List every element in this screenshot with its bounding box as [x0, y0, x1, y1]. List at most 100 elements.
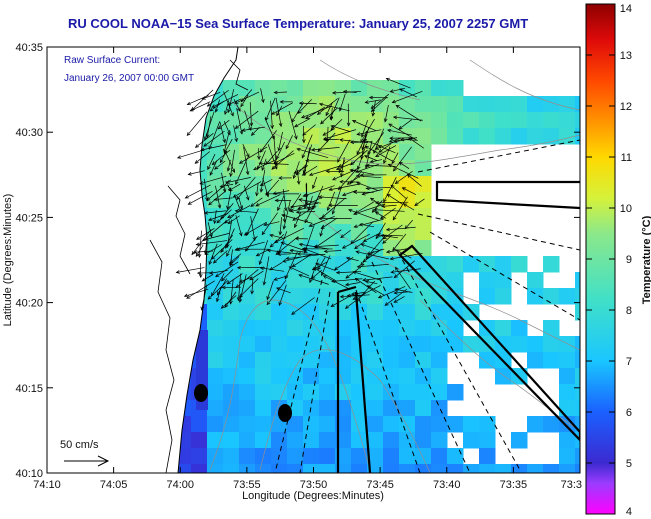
sst-cell: [495, 336, 512, 353]
sst-cell: [335, 352, 352, 369]
current-vector-head: [201, 96, 206, 100]
y-tick-label: 40:10: [15, 468, 43, 480]
current-vector-head: [203, 210, 209, 215]
current-vector-head: [345, 256, 351, 261]
current-vector: [350, 170, 363, 184]
current-vector: [390, 137, 414, 139]
current-vector: [227, 189, 232, 210]
sst-cell: [431, 448, 448, 465]
sst-cell: [415, 320, 432, 337]
current-vector: [390, 252, 423, 260]
current-vector-head: [255, 202, 260, 207]
current-vector: [375, 222, 386, 239]
current-vector: [367, 132, 385, 155]
sst-cell: [255, 240, 272, 257]
bathymetry-contour: [469, 59, 580, 111]
sst-cell: [415, 336, 432, 353]
sst-cell: [399, 80, 416, 97]
sst-cell: [319, 192, 336, 209]
current-vector-head: [269, 233, 274, 238]
current-vector: [327, 126, 329, 142]
current-vector: [337, 139, 351, 163]
current-vector-head: [392, 246, 397, 252]
sst-cell: [287, 288, 304, 305]
current-vector-head: [346, 122, 351, 127]
current-vector-head: [279, 100, 284, 104]
current-vector: [221, 172, 226, 193]
current-vector-head: [326, 206, 331, 212]
current-vector: [176, 267, 205, 273]
current-vector-head: [333, 266, 339, 271]
current-vector: [261, 212, 278, 235]
sst-cell: [271, 368, 288, 385]
sst-cell: [527, 352, 544, 369]
current-vector-head: [317, 195, 323, 199]
sst-cell: [319, 208, 336, 225]
current-vector: [363, 232, 381, 242]
current-vector-head: [264, 191, 270, 196]
current-vector-head: [238, 298, 243, 303]
current-vector-head: [384, 302, 389, 306]
current-vector-head: [395, 104, 400, 109]
current-vector-head: [187, 172, 192, 176]
current-vector-head: [322, 275, 327, 279]
sst-cell: [255, 352, 272, 369]
current-vector: [243, 146, 249, 175]
sst-cell: [287, 336, 304, 353]
current-vector-head: [360, 261, 365, 266]
sst-cell: [383, 224, 400, 241]
current-vector: [269, 262, 283, 271]
current-vector: [249, 270, 264, 281]
current-vector-head: [220, 248, 225, 253]
current-vector: [279, 217, 282, 235]
current-vector: [194, 151, 210, 164]
sst-cell: [223, 208, 240, 225]
current-vector-head: [213, 219, 217, 225]
current-vector: [239, 274, 247, 303]
current-vector: [223, 91, 234, 117]
current-vector-head: [350, 161, 355, 166]
current-vector: [309, 166, 339, 176]
current-vector-head: [377, 294, 383, 299]
current-vector-head: [253, 166, 258, 171]
current-vector: [317, 132, 336, 152]
current-vector: [207, 89, 229, 107]
sst-cell: [495, 256, 512, 273]
current-vector-head: [183, 293, 189, 298]
sst-cell: [351, 256, 368, 273]
current-vector-head: [297, 205, 302, 210]
current-vector: [227, 159, 231, 172]
current-vector-head: [289, 209, 294, 213]
x-axis-ticks: 74:10 74:05 74:00 73:55 73:50 73:45 73:40 73:35…: [33, 47, 582, 491]
current-vector: [177, 149, 204, 159]
current-vector: [223, 129, 230, 153]
current-vector-head: [227, 131, 231, 136]
sst-cell: [287, 320, 304, 337]
current-vector: [221, 269, 234, 281]
current-vector: [289, 266, 310, 277]
sst-cell: [319, 448, 336, 465]
current-vector: [298, 199, 321, 204]
current-vector: [207, 153, 216, 170]
current-vector: [251, 278, 254, 294]
sst-cell: [255, 464, 272, 473]
current-vector: [302, 124, 316, 136]
current-vector: [229, 253, 242, 263]
current-vector-head: [401, 187, 406, 191]
current-vector: [217, 278, 228, 296]
sst-cell: [447, 80, 464, 97]
current-vector: [393, 296, 405, 303]
current-vector: [242, 143, 250, 158]
current-vector-head: [278, 301, 283, 306]
current-vector-head: [294, 135, 298, 140]
sst-cell: [223, 320, 240, 337]
sst-cell: [367, 352, 384, 369]
current-vector: [249, 102, 252, 126]
current-vector: [202, 274, 214, 282]
radar-sample-lines: [274, 139, 580, 473]
sample-ray-dashed: [429, 231, 580, 321]
current-vector-head: [234, 125, 239, 129]
colorbar-tick-label: 12: [620, 101, 632, 113]
sst-cell: [559, 96, 576, 113]
sst-cell: [431, 256, 448, 273]
